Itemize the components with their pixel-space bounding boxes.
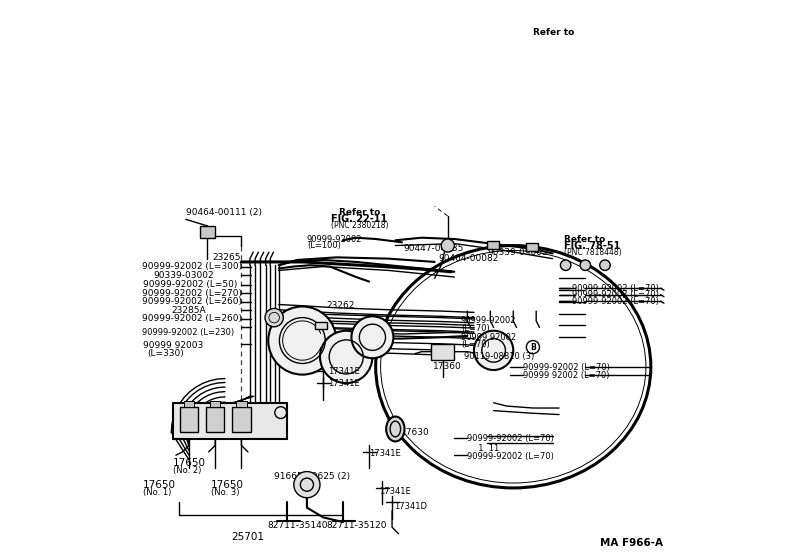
Text: 17650: 17650 — [173, 458, 206, 468]
Text: 90999 92002 (L=70): 90999 92002 (L=70) — [523, 371, 610, 380]
Circle shape — [474, 331, 513, 370]
Text: 90339-09003: 90339-09003 — [487, 248, 547, 256]
Text: B: B — [278, 408, 284, 417]
Text: (No. 1): (No. 1) — [143, 488, 171, 497]
Text: 23285A: 23285A — [171, 306, 206, 315]
Text: Refer to: Refer to — [564, 235, 606, 244]
Text: 17341D: 17341D — [394, 502, 427, 511]
Circle shape — [268, 306, 337, 375]
Text: 90339-03002: 90339-03002 — [153, 271, 213, 280]
Text: Refer to: Refer to — [533, 28, 574, 37]
Text: 17341E: 17341E — [328, 367, 360, 376]
Text: 17650: 17650 — [211, 480, 243, 489]
Text: 17360: 17360 — [433, 362, 462, 371]
Text: 90999-92002 (L=70): 90999-92002 (L=70) — [573, 290, 659, 299]
Text: 90464-00111 (2): 90464-00111 (2) — [186, 208, 262, 217]
Text: 17650: 17650 — [143, 480, 176, 489]
Text: 90999-92002: 90999-92002 — [307, 235, 363, 244]
Text: 23262: 23262 — [327, 301, 355, 310]
Text: 90999-92002 (L=70): 90999-92002 (L=70) — [467, 435, 554, 444]
Text: (L=70): (L=70) — [461, 324, 490, 333]
Bar — [315, 321, 327, 329]
Bar — [173, 403, 287, 439]
Text: (L=100): (L=100) — [307, 241, 341, 250]
Circle shape — [351, 316, 393, 358]
Bar — [487, 241, 499, 249]
Text: FIG. 22-11: FIG. 22-11 — [331, 214, 388, 225]
Text: 90447-04135: 90447-04135 — [403, 244, 464, 253]
Text: 90119-08810 (3): 90119-08810 (3) — [464, 352, 534, 361]
Text: 90999-92002 (L=270): 90999-92002 (L=270) — [142, 289, 242, 298]
Bar — [200, 226, 215, 237]
Text: Refer to: Refer to — [339, 208, 380, 217]
Bar — [236, 401, 247, 407]
Text: (PNC 7818448): (PNC 7818448) — [564, 248, 622, 256]
Circle shape — [265, 309, 283, 327]
Bar — [180, 407, 198, 432]
Text: 82711-35120: 82711-35120 — [327, 521, 387, 530]
Text: B: B — [530, 343, 536, 352]
Bar — [206, 407, 225, 432]
Text: 90464-00082: 90464-00082 — [438, 254, 498, 263]
Text: (L=330): (L=330) — [148, 349, 184, 358]
Text: FIG. 78-51: FIG. 78-51 — [564, 241, 620, 250]
Bar — [431, 344, 454, 360]
Text: 17341E: 17341E — [379, 487, 410, 496]
Text: 90999 92002: 90999 92002 — [461, 333, 516, 342]
Text: 90999-92002 (L=50): 90999-92002 (L=50) — [143, 281, 238, 290]
Circle shape — [580, 260, 590, 270]
Text: (No. 3): (No. 3) — [211, 488, 239, 497]
Bar — [210, 401, 221, 407]
Text: (No. 2): (No. 2) — [173, 466, 201, 475]
Circle shape — [320, 331, 372, 383]
Text: 90999 92003: 90999 92003 — [143, 340, 204, 349]
Text: 82711-35140: 82711-35140 — [268, 521, 328, 530]
Text: MA F966-A: MA F966-A — [599, 538, 663, 548]
Ellipse shape — [386, 417, 405, 441]
Circle shape — [599, 260, 610, 270]
Text: 17341E: 17341E — [369, 449, 401, 459]
Text: 25701: 25701 — [232, 532, 264, 542]
Text: 17341E: 17341E — [328, 379, 360, 388]
Bar — [526, 243, 539, 251]
Text: 17630: 17630 — [401, 428, 429, 437]
Text: 90999-92002 (L=260): 90999-92002 (L=260) — [142, 314, 242, 324]
Text: 90999-92002 (L=70): 90999-92002 (L=70) — [523, 363, 610, 372]
Text: 1  11: 1 11 — [473, 444, 499, 453]
Text: 90999-92002 (L=260): 90999-92002 (L=260) — [142, 297, 242, 306]
Text: 90999-92002 (L=70): 90999-92002 (L=70) — [573, 297, 659, 306]
Text: 90999-92002 (L=70): 90999-92002 (L=70) — [467, 452, 554, 461]
Text: 23265: 23265 — [212, 253, 240, 262]
Circle shape — [441, 239, 454, 252]
Text: (PNC 2380218): (PNC 2380218) — [331, 221, 388, 230]
Text: 90999-92002 (L=300): 90999-92002 (L=300) — [142, 262, 242, 271]
Text: 91665-60625 (2): 91665-60625 (2) — [274, 472, 350, 480]
Circle shape — [560, 260, 571, 270]
Text: (L=70): (L=70) — [461, 340, 490, 349]
Text: 90999-92002: 90999-92002 — [461, 316, 517, 325]
Text: 90999-92002 (L=70): 90999-92002 (L=70) — [573, 283, 659, 293]
Bar — [232, 407, 251, 432]
Bar — [184, 401, 194, 407]
Text: 90999-92002 (L=230): 90999-92002 (L=230) — [142, 328, 234, 337]
Circle shape — [294, 472, 320, 498]
